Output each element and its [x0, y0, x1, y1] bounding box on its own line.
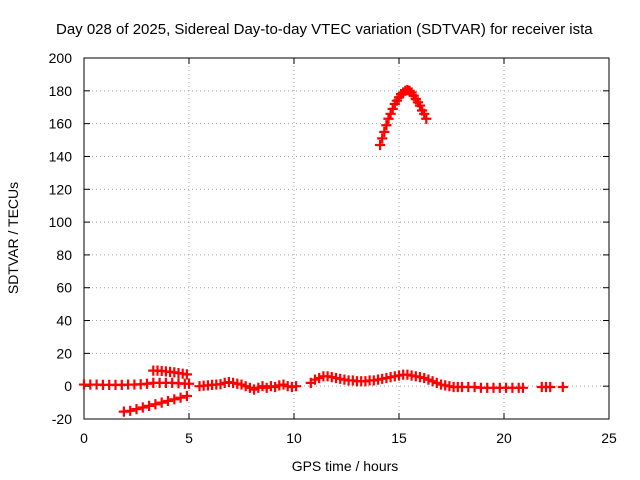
data-point [181, 390, 192, 402]
series-group [78, 369, 568, 395]
data-point [215, 379, 226, 390]
y-tick-label: 40 [56, 313, 72, 329]
data-point [181, 369, 192, 380]
y-axis-label: SDTVAR / TECUs [5, 182, 21, 294]
data-point [545, 381, 556, 393]
x-tick-label: 0 [80, 430, 88, 446]
data-point [377, 133, 388, 144]
data-point [183, 378, 195, 389]
series-group [375, 84, 432, 151]
data-point [375, 139, 386, 151]
data-point [150, 399, 161, 410]
x-tick-label: 20 [496, 430, 512, 446]
x-tick-label: 5 [185, 430, 193, 446]
chart-title: Day 028 of 2025, Sidereal Day-to-day VTE… [56, 21, 593, 38]
data-points [78, 84, 568, 417]
data-point [131, 404, 142, 415]
data-point [517, 382, 528, 393]
data-point [156, 397, 167, 408]
y-tick-label: 180 [49, 83, 73, 99]
grid [84, 58, 609, 419]
axis-ticks: 0 5 10 15 20 25 -20 0 20 40 60 80 100 120 140 160 180 200 [49, 50, 617, 446]
y-tick-label: 120 [49, 181, 73, 197]
y-tick-label: -20 [52, 411, 72, 427]
y-tick-label: 160 [49, 116, 73, 132]
y-tick-label: 0 [64, 378, 72, 394]
y-tick-label: 200 [49, 50, 73, 66]
data-point [137, 402, 148, 413]
data-point [381, 120, 392, 131]
x-tick-label: 10 [286, 430, 302, 446]
series-group [148, 365, 192, 380]
y-tick-label: 60 [56, 280, 72, 296]
plot-frame [83, 57, 610, 420]
data-point [169, 394, 180, 405]
x-tick-label: 15 [391, 430, 407, 446]
y-tick-label: 140 [49, 148, 73, 164]
data-point [144, 400, 155, 411]
data-point [125, 405, 136, 416]
data-point [557, 381, 568, 393]
y-tick-label: 100 [49, 214, 73, 230]
data-point [379, 126, 390, 137]
data-point [421, 113, 432, 124]
data-point [175, 392, 186, 403]
y-tick-label: 80 [56, 247, 72, 263]
data-point [291, 381, 302, 392]
x-tick-label: 25 [601, 430, 617, 446]
y-tick-label: 20 [56, 345, 72, 361]
data-point [162, 395, 174, 407]
x-axis-label: GPS time / hours [292, 458, 399, 474]
series-group [118, 390, 192, 417]
